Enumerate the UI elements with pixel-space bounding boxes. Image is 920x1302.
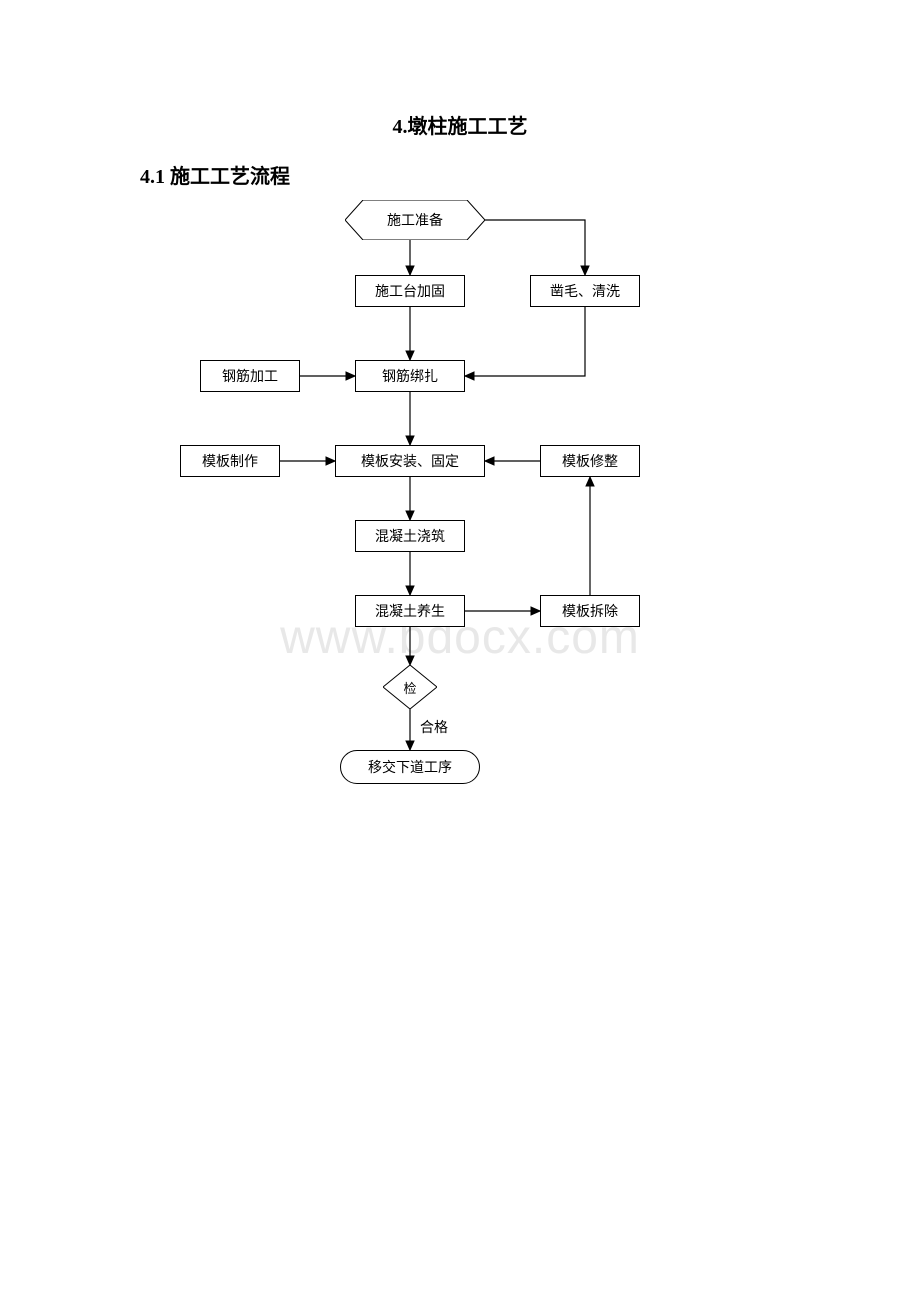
node-inspect: 检 xyxy=(383,665,437,709)
node-rebar-binding: 钢筋绑扎 xyxy=(355,360,465,392)
node-platform-reinforce: 施工台加固 xyxy=(355,275,465,307)
node-formwork-make: 模板制作 xyxy=(180,445,280,477)
node-label: 混凝土养生 xyxy=(375,601,445,621)
node-label: 模板修整 xyxy=(562,451,618,471)
node-chisel-clean: 凿毛、清洗 xyxy=(530,275,640,307)
node-label: 施工台加固 xyxy=(375,281,445,301)
node-rebar-processing: 钢筋加工 xyxy=(200,360,300,392)
node-inspect-label: 检 xyxy=(403,678,416,697)
node-label: 模板制作 xyxy=(202,451,258,471)
section-title: 4.1 施工工艺流程 xyxy=(140,160,290,189)
node-end: 移交下道工序 xyxy=(340,750,480,784)
node-concrete-pour: 混凝土浇筑 xyxy=(355,520,465,552)
node-start: 施工准备 xyxy=(345,200,485,240)
node-formwork-install: 模板安装、固定 xyxy=(335,445,485,477)
flowchart-container: www.bdocx.com 施工准备 施工台加固 凿毛、清洗 钢筋加工 钢筋绑扎… xyxy=(170,195,750,815)
node-label: 模板安装、固定 xyxy=(361,451,459,471)
node-formwork-adjust: 模板修整 xyxy=(540,445,640,477)
node-formwork-remove: 模板拆除 xyxy=(540,595,640,627)
node-label: 钢筋绑扎 xyxy=(382,366,438,386)
page-title: 4.墩柱施工工艺 xyxy=(0,110,920,139)
node-start-label: 施工准备 xyxy=(387,210,443,230)
node-label: 混凝土浇筑 xyxy=(375,526,445,546)
node-concrete-cure: 混凝土养生 xyxy=(355,595,465,627)
edge-label-qualified: 合格 xyxy=(420,717,448,737)
node-label: 钢筋加工 xyxy=(222,366,278,386)
node-end-label: 移交下道工序 xyxy=(368,757,452,777)
node-label: 模板拆除 xyxy=(562,601,618,621)
node-label: 凿毛、清洗 xyxy=(550,281,620,301)
